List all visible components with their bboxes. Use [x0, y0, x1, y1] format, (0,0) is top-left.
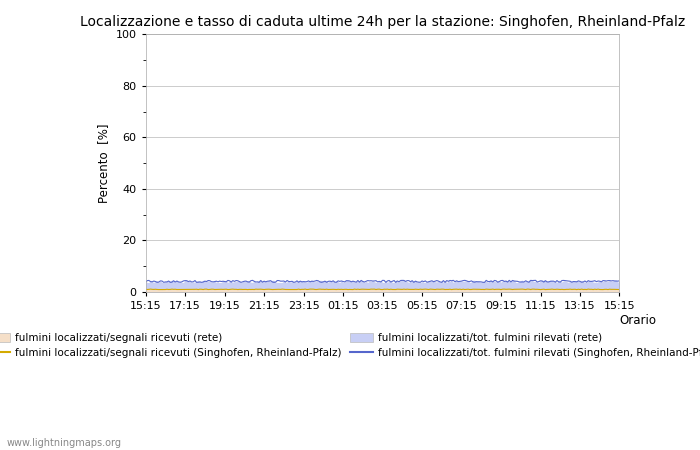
Y-axis label: Percento  [%]: Percento [%] [97, 123, 110, 203]
Title: Localizzazione e tasso di caduta ultime 24h per la stazione: Singhofen, Rheinlan: Localizzazione e tasso di caduta ultime … [80, 15, 685, 29]
Legend: fulmini localizzati/segnali ricevuti (rete), fulmini localizzati/segnali ricevut: fulmini localizzati/segnali ricevuti (re… [0, 331, 700, 360]
Text: Orario: Orario [620, 314, 657, 327]
Text: www.lightningmaps.org: www.lightningmaps.org [7, 438, 122, 448]
